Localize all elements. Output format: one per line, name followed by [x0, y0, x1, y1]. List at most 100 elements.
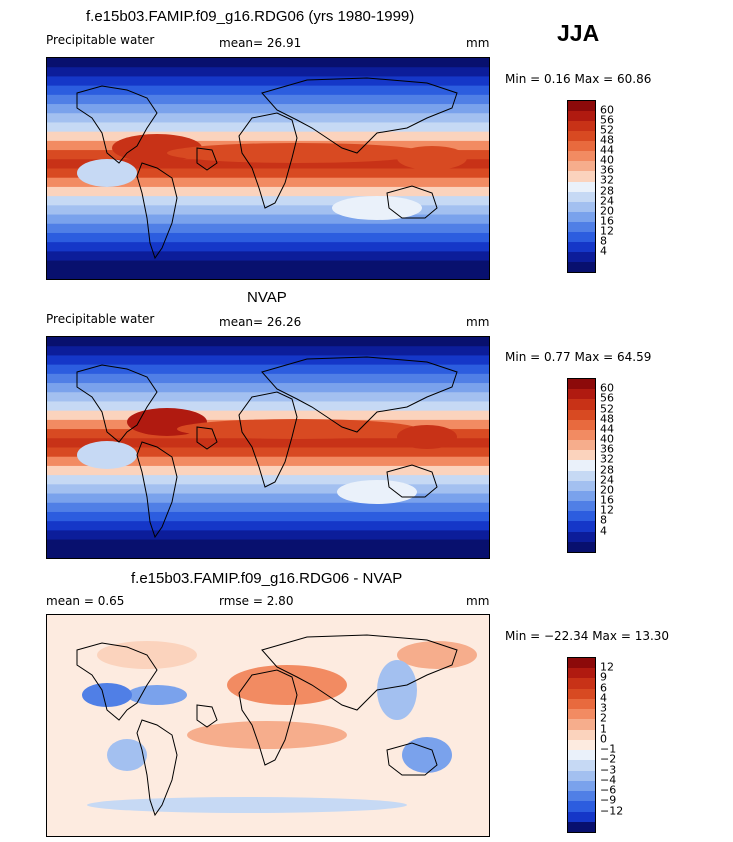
map-band	[47, 484, 489, 495]
map-band	[47, 76, 489, 87]
colorbar-tick-label: 20	[600, 204, 614, 218]
coastline	[136, 441, 178, 539]
panel1-variable-label: Precipitable water	[46, 33, 155, 47]
colorbar-tick-label: 12	[600, 503, 614, 517]
colorbar-tick-label: 52	[600, 402, 614, 416]
map-region	[397, 641, 477, 669]
colorbar-tick-label: 56	[600, 113, 614, 127]
colorbar-tick-label: 28	[600, 463, 614, 477]
map-band	[47, 511, 489, 522]
colorbar-swatch	[568, 221, 595, 232]
map-region	[167, 143, 427, 163]
map-region	[177, 419, 417, 439]
colorbar-tick-label: 4	[600, 691, 607, 705]
panel3-rmse-label: rmse = 2.80	[219, 594, 294, 608]
colorbar-tick-label: 56	[600, 391, 614, 405]
colorbar-swatch	[568, 251, 595, 262]
colorbar-tick-label: 4	[600, 524, 607, 538]
colorbar-swatch	[568, 750, 595, 761]
colorbar-swatch	[568, 262, 595, 273]
coastline	[196, 147, 218, 171]
map-band	[47, 177, 489, 188]
colorbar-tick-label: −12	[600, 804, 624, 818]
map-band	[47, 401, 489, 412]
coastline	[386, 742, 438, 776]
map-band	[47, 493, 489, 504]
panel1-minmax-label: Min = 0.16 Max = 60.86	[505, 72, 652, 86]
colorbar-tick-label: 48	[600, 412, 614, 426]
colorbar-tick-label: 48	[600, 133, 614, 147]
map-band	[47, 168, 489, 179]
colorbar-tick-label: −6	[600, 783, 617, 797]
panel2-variable-label: Precipitable water	[46, 312, 155, 326]
coastline	[76, 85, 158, 164]
map-region	[397, 425, 457, 449]
colorbar-swatch	[568, 688, 595, 699]
panel3-minmax-label: Min = −22.34 Max = 13.30	[505, 629, 670, 643]
colorbar-swatch	[568, 429, 595, 441]
colorbar-tick-label: 44	[600, 143, 614, 157]
colorbar-swatch	[568, 121, 595, 132]
map-region	[127, 685, 187, 705]
map-band	[47, 131, 489, 142]
map-band	[47, 122, 489, 133]
map-band	[47, 392, 489, 403]
colorbar-swatch	[568, 389, 595, 400]
map-band	[47, 269, 489, 279]
map-band	[47, 438, 489, 449]
map-band	[47, 355, 489, 366]
map-region	[377, 660, 417, 720]
colorbar-tick-label: 24	[600, 194, 614, 208]
colorbar-swatch	[568, 161, 595, 172]
coastline	[261, 634, 458, 711]
colorbar-tick-label: −1	[600, 742, 617, 756]
colorbar-swatch	[568, 791, 595, 802]
map-band	[47, 159, 489, 170]
colorbar-tick-label: 40	[600, 432, 614, 446]
colorbar-swatch	[568, 490, 595, 502]
map-band	[47, 346, 489, 357]
map-region	[337, 480, 417, 504]
map-band	[47, 214, 489, 225]
colorbar-swatch	[568, 709, 595, 720]
colorbar-tick-label: 60	[600, 381, 614, 395]
colorbar-tick-label: 8	[600, 513, 607, 527]
coastline	[238, 112, 298, 209]
map-band	[47, 251, 489, 262]
coastline	[238, 669, 298, 766]
coastline	[238, 391, 298, 488]
panel2-map	[46, 336, 490, 559]
map-band	[47, 104, 489, 114]
colorbar-swatch	[568, 780, 595, 792]
colorbar-swatch	[568, 531, 595, 542]
colorbar-swatch	[568, 379, 595, 390]
map-region	[332, 196, 422, 220]
map-band	[47, 205, 489, 216]
colorbar-tick-label: 40	[600, 153, 614, 167]
coastline	[261, 356, 458, 433]
map-band	[47, 383, 489, 393]
colorbar-swatch	[568, 719, 595, 730]
map-region	[82, 683, 132, 707]
season-label: JJA	[557, 20, 600, 46]
colorbar-swatch	[568, 241, 595, 252]
map-band	[47, 502, 489, 513]
colorbar-tick-label: −2	[600, 752, 617, 766]
colorbar-tick-label: 32	[600, 452, 614, 466]
colorbar-tick-label: 8	[600, 234, 607, 248]
colorbar-tick-label: 2	[600, 711, 607, 725]
colorbar-tick-label: −3	[600, 763, 617, 777]
map-band	[47, 113, 489, 124]
colorbar-swatch	[568, 729, 595, 740]
colorbar-swatch	[568, 181, 595, 192]
map-band	[47, 85, 489, 96]
map-band	[47, 539, 489, 550]
panel1-mean-label: mean= 26.91	[219, 36, 302, 50]
map-region	[187, 721, 347, 749]
panel3-map	[46, 614, 490, 837]
colorbar-swatch	[568, 521, 595, 532]
colorbar-swatch	[568, 801, 595, 812]
panel1-unit-label: mm	[466, 36, 490, 50]
map-band	[47, 447, 489, 458]
map-band	[47, 260, 489, 271]
